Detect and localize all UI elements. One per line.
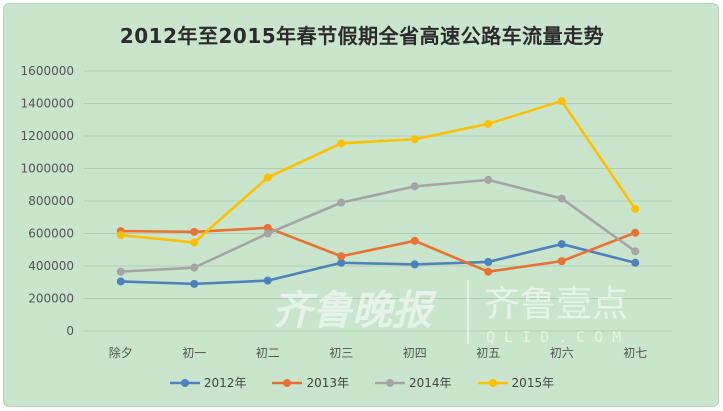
data-point: [263, 173, 272, 182]
data-point: [631, 247, 640, 256]
x-tick-label: 初六: [550, 346, 574, 360]
legend-item: 2012年: [169, 374, 247, 391]
legend-swatch-icon: [169, 378, 200, 387]
y-tick-label: 1200000: [21, 129, 74, 143]
y-tick-label: 0: [66, 324, 74, 338]
chart-legend: 2012年 2013年 2014年 2015年: [4, 374, 720, 391]
data-point: [557, 240, 566, 249]
data-point: [410, 260, 419, 269]
y-tick-label: 800000: [28, 194, 74, 208]
data-point: [410, 236, 419, 245]
series-line: [120, 99, 637, 244]
data-point: [631, 258, 640, 267]
data-point: [484, 267, 493, 276]
data-point: [190, 227, 199, 236]
data-point: [557, 257, 566, 266]
x-tick-label: 初三: [329, 346, 353, 360]
data-point: [263, 223, 272, 232]
y-tick-label: 1400000: [21, 97, 74, 111]
data-point: [190, 279, 199, 288]
data-point: [484, 119, 493, 128]
legend-swatch-icon: [375, 378, 405, 387]
series-line: [120, 178, 637, 273]
legend-swatch-icon: [272, 378, 303, 387]
data-point: [116, 267, 125, 276]
data-point: [337, 198, 346, 207]
data-point: [337, 139, 346, 148]
data-point: [631, 228, 640, 237]
x-tick-label: 初一: [182, 346, 206, 360]
legend-item: 2015年: [477, 374, 555, 391]
data-point: [410, 135, 419, 144]
data-point: [484, 257, 493, 266]
x-tick-label: 初四: [403, 346, 427, 360]
data-point: [263, 229, 272, 238]
legend-swatch-icon: [477, 378, 508, 387]
data-point: [484, 175, 493, 184]
data-point: [337, 258, 346, 267]
data-point: [557, 97, 566, 106]
legend-item: 2013年: [272, 374, 349, 391]
y-tick-label: 400000: [28, 259, 74, 273]
x-tick-label: 除夕: [109, 345, 133, 360]
x-tick-label: 初七: [623, 346, 647, 360]
y-tick-label: 200000: [28, 292, 74, 306]
y-tick-label: 1600000: [21, 64, 74, 78]
y-tick-label: 1000000: [21, 162, 74, 176]
legend-label: 2014年: [409, 376, 452, 390]
data-point: [116, 231, 125, 240]
data-point: [557, 194, 566, 203]
chart-title: 2012年至2015年春节假期全省高速公路车流量走势: [119, 24, 605, 48]
chart-panel: 2012年至2015年春节假期全省高速公路车流量走势 0 200000 400000…: [3, 3, 719, 407]
data-point: [631, 205, 640, 214]
data-point: [116, 277, 125, 286]
x-tick-label: 初五: [476, 346, 500, 360]
data-point: [337, 252, 346, 261]
x-tick-label: 初二: [256, 346, 280, 360]
legend-label: 2015年: [511, 376, 555, 390]
legend-label: 2013年: [306, 376, 349, 390]
data-point: [190, 238, 199, 247]
series-line: [120, 242, 636, 286]
legend-label: 2012年: [203, 376, 247, 390]
data-point: [410, 182, 419, 191]
y-tick-label: 600000: [28, 227, 74, 241]
data-point: [190, 263, 199, 272]
line-chart: 0 200000 400000 600000 800000 1000000 1200000 1…: [21, 64, 672, 360]
legend-item: 2014年: [375, 374, 452, 391]
data-point: [263, 276, 272, 285]
